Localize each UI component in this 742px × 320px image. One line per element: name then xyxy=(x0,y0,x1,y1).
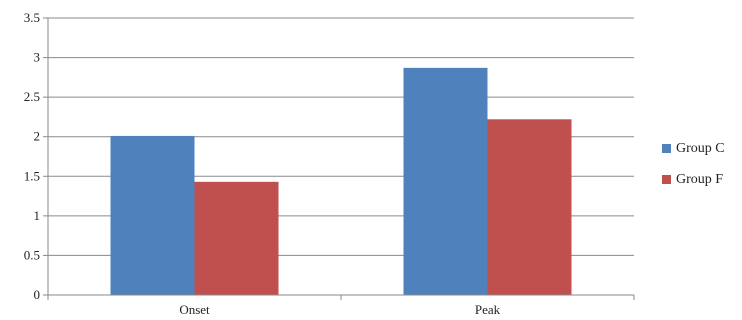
axes xyxy=(43,17,635,300)
legend: Group C Group F xyxy=(662,140,742,202)
legend-label-group-f: Group F xyxy=(676,172,724,187)
y-tick-label: 2 xyxy=(34,129,41,144)
y-tick-label: 3 xyxy=(34,50,41,65)
y-tick-labels: 0 0.5 1 1.5 2 2.5 3 3.5 xyxy=(24,10,40,302)
legend-item-group-f: Group F xyxy=(662,171,742,191)
y-tick-label: 1 xyxy=(34,208,41,223)
y-tick-label: 3.5 xyxy=(24,10,40,25)
y-tick-label: 0 xyxy=(34,287,41,302)
x-tick-label: Onset xyxy=(179,302,210,317)
legend-label-group-c: Group C xyxy=(676,141,725,156)
bar-group-c-peak xyxy=(403,67,488,295)
bar-group-f-onset xyxy=(194,181,279,295)
legend-item-group-c: Group C xyxy=(662,140,742,160)
x-tick-label: Peak xyxy=(475,302,501,317)
y-tick-label: 1.5 xyxy=(24,168,40,183)
y-tick-label: 2.5 xyxy=(24,89,40,104)
bar-group-c-onset xyxy=(110,135,195,295)
bars xyxy=(110,67,572,295)
legend-swatch-group-f xyxy=(662,175,671,184)
y-tick-label: 0.5 xyxy=(24,247,40,262)
x-tick-labels: Onset Peak xyxy=(179,302,500,317)
bar-group-f-peak xyxy=(487,119,572,295)
legend-swatch-group-c xyxy=(662,144,671,153)
